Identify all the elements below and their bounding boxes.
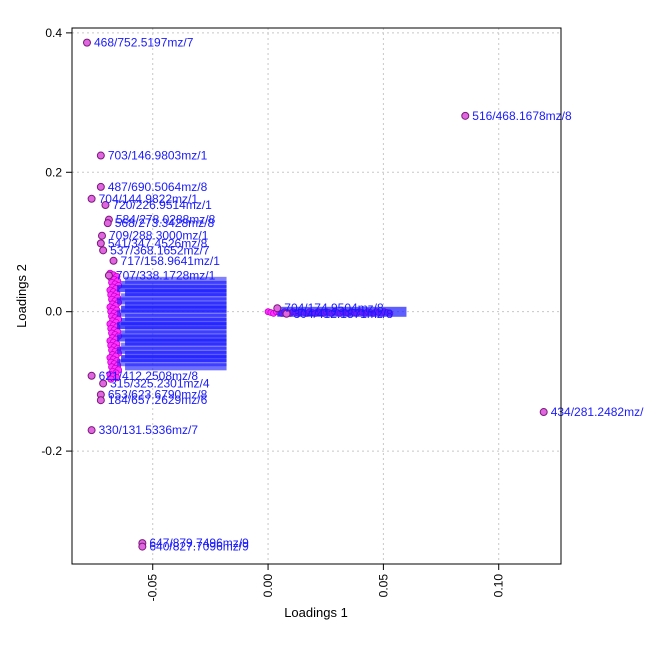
data-point [96,396,105,405]
overlapping-label-band [125,350,227,358]
overlapping-label-band [277,306,407,317]
overlapping-label-band [117,309,227,317]
data-point-label: 704/144.9822mz/1 [99,192,199,206]
overlapping-label-band [121,318,227,326]
data-point-label: 709/288.3000mz/1 [109,229,209,243]
dense-point-cloud [106,269,407,383]
data-point-label: 717/158.9641mz/1 [121,254,221,268]
y-tick-label: 0.2 [45,165,62,179]
x-tick-label: 0.05 [376,574,390,598]
overlapping-label-band [125,276,227,284]
data-point [282,309,291,318]
overlapping-label-band [125,338,227,346]
data-point [97,231,106,240]
data-point-label: 184/657.2629mz/6 [108,393,208,407]
data-point [273,304,282,313]
data-point [138,542,147,551]
data-point-label: 304/412.1871mz/8 [294,307,394,321]
overlapping-label-band [117,334,227,342]
data-point [103,219,112,228]
x-tick-label: -0.05 [146,574,160,602]
data-point [96,239,105,248]
data-point-label: 703/146.9803mz/1 [108,149,208,163]
x-axis-title: Loadings 1 [284,605,348,620]
overlapping-label-band [121,355,227,363]
data-point-label: 468/752.5197mz/7 [94,36,194,50]
data-point-label: 704/174.9504mz/8 [284,301,384,315]
y-tick-label: -0.2 [41,444,62,458]
data-point [87,194,96,203]
data-point-label: 720/226.9514mz/1 [112,198,212,212]
data-point [87,426,96,435]
data-point-label: 537/368.1652mz/7 [110,243,210,257]
y-axis: -0.2 0.0 0.2 0.4 [41,26,73,458]
data-point-label: 541/347.4526mz/8 [108,236,208,250]
overlapping-label-band [121,280,227,288]
overlapping-label-band [121,293,227,301]
data-point [96,182,105,191]
x-tick-label: 0.00 [261,574,275,598]
overlapping-label-band [121,305,227,313]
data-point [99,246,108,255]
overlapping-label-band [125,363,227,371]
data-point [82,38,91,47]
overlapping-label-band [117,322,227,330]
data-point-label: 568/273.3428mz/8 [115,216,215,230]
overlapping-label-band [117,285,227,293]
overlapping-label-band [125,289,227,297]
data-point-label: 647/879.7496mz/9 [149,536,249,550]
y-axis-title: Loadings 2 [14,264,29,328]
point-labels: 468/752.5197mz/7 516/468.1678mz/8 703/146.… [94,36,644,554]
data-point-label: 315/325.2301mz/4 [110,376,210,390]
overlapping-label-band [117,346,227,354]
overlapping-label-band [121,330,227,338]
data-point [539,408,548,417]
data-point-label: 516/468.1678mz/8 [472,109,572,123]
data-point-label: 330/131.5336mz/7 [99,423,199,437]
y-tick-label: 0.4 [45,26,62,40]
data-point-label: 653/623.6790mz/8 [108,388,208,402]
data-point [101,201,110,210]
y-tick-label: 0.0 [45,305,62,319]
data-point [96,151,105,160]
overlapping-label-band [125,301,227,309]
data-point-label: 434/281.2482mz/ [551,405,644,419]
data-point-label: 584/278.0288mz/8 [116,213,216,227]
data-points [82,38,548,551]
overlapping-label-band [121,342,227,350]
data-point [99,379,108,388]
x-tick-label: 0.10 [492,574,506,598]
data-point [104,271,113,280]
data-point-label: 621/412.2508mz/8 [99,369,199,383]
data-point-label: 487/690.5064mz/8 [108,180,208,194]
overlapping-label-band [125,326,227,334]
data-point-label: 640/827.7096mz/9 [149,540,249,554]
cluster-point [107,375,115,383]
data-point [87,371,96,380]
x-axis: -0.05 0.00 0.05 0.10 [146,563,506,602]
overlapping-label-band [117,359,227,367]
overlapping-label-band [125,313,227,321]
overlapping-label-band [117,297,227,305]
data-point-label: 707/338.1728mz/1 [116,268,216,282]
data-point [109,256,118,265]
data-point [461,111,470,120]
